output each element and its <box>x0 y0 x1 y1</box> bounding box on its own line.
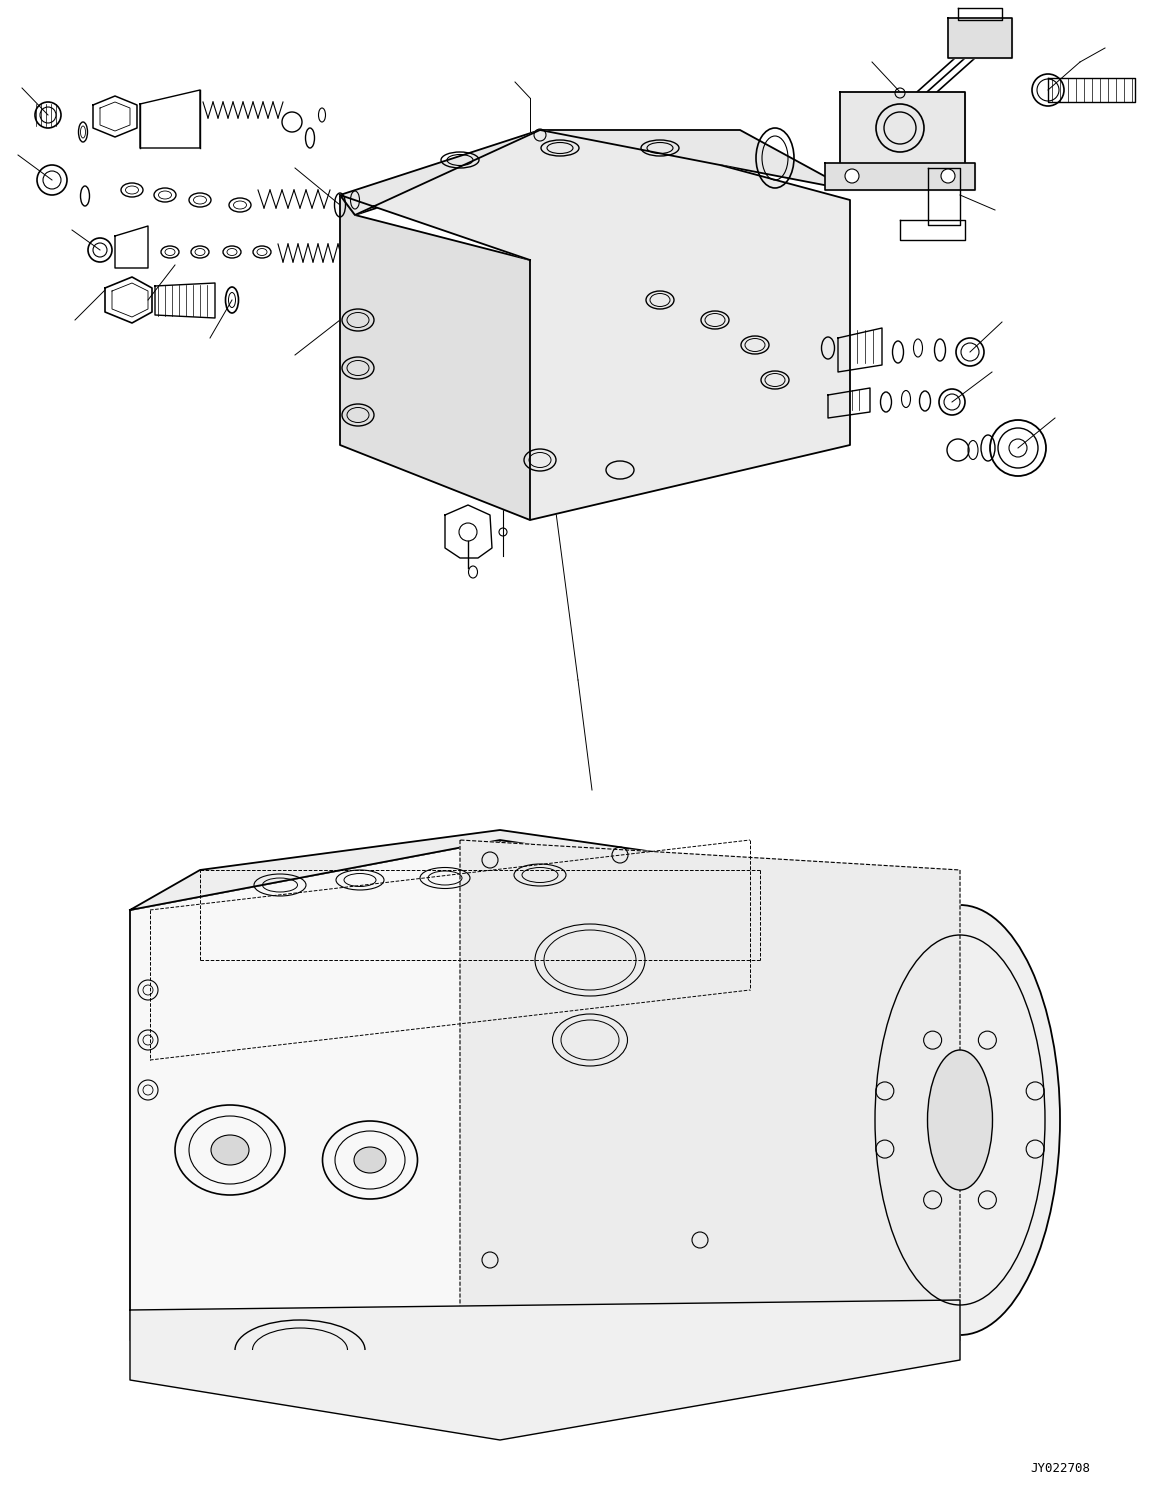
Polygon shape <box>340 130 849 215</box>
Ellipse shape <box>211 1135 249 1165</box>
Polygon shape <box>460 840 960 1380</box>
Polygon shape <box>948 18 1012 58</box>
Text: JY022708: JY022708 <box>1030 1462 1090 1474</box>
Circle shape <box>941 169 955 184</box>
Ellipse shape <box>860 906 1060 1335</box>
Polygon shape <box>130 840 500 1429</box>
Polygon shape <box>340 130 849 521</box>
Circle shape <box>845 169 859 184</box>
Ellipse shape <box>354 1147 386 1173</box>
Polygon shape <box>130 1300 960 1440</box>
Polygon shape <box>130 830 960 910</box>
Polygon shape <box>340 195 530 521</box>
Polygon shape <box>825 163 975 189</box>
Polygon shape <box>500 840 960 1429</box>
Polygon shape <box>840 93 964 169</box>
Ellipse shape <box>927 1050 992 1191</box>
